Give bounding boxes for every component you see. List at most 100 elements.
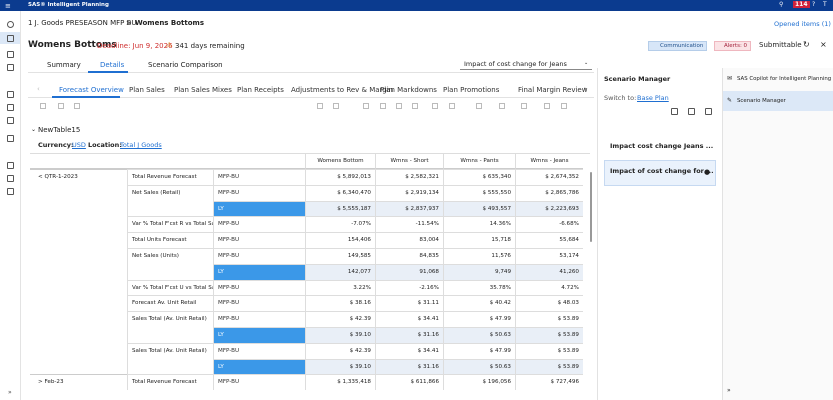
data-cell[interactable]: 91,068 — [375, 263, 443, 280]
data-cell[interactable]: $ 40.42 — [443, 295, 515, 312]
data-cell[interactable]: $ 42.39 — [305, 311, 375, 327]
subtab[interactable]: Final Margin Review — [518, 86, 588, 94]
subtab[interactable]: Plan Markdowns — [380, 86, 437, 94]
toolbar-icon[interactable] — [521, 103, 527, 109]
data-cell[interactable]: $ 53.89 — [515, 342, 583, 359]
nav-icon[interactable] — [7, 104, 14, 111]
subtab[interactable]: Plan Sales — [129, 86, 165, 94]
data-cell[interactable]: $ 31.11 — [375, 295, 443, 312]
toolbar-icon[interactable] — [317, 103, 323, 109]
nav-icon[interactable] — [7, 188, 14, 195]
data-cell[interactable]: $ 2,674,352 — [515, 169, 583, 185]
data-cell[interactable]: $ 50.63 — [443, 358, 515, 375]
toolbar-icon[interactable] — [74, 103, 80, 109]
data-cell[interactable]: $ 2,865,786 — [515, 184, 583, 201]
nav-icon[interactable] — [7, 64, 14, 71]
data-cell[interactable]: -11.54% — [375, 216, 443, 233]
scenario-name[interactable]: Impact cost change Jeans ... — [610, 142, 714, 150]
toolbar-icon[interactable] — [396, 103, 402, 109]
data-cell[interactable]: 41,260 — [515, 263, 583, 280]
subtab[interactable]: Plan Receipts — [237, 86, 284, 94]
nav-icon[interactable] — [7, 135, 14, 142]
nav-icon[interactable] — [7, 162, 14, 169]
data-cell[interactable]: -6.68% — [515, 216, 583, 233]
scenario-name[interactable]: Impact of cost change for ... — [610, 167, 714, 175]
base-plan-link[interactable]: Base Plan — [637, 94, 669, 102]
data-cell[interactable]: $ 2,919,134 — [375, 184, 443, 201]
currency-link[interactable]: USD — [72, 141, 86, 149]
data-cell[interactable]: 55,684 — [515, 232, 583, 248]
data-cell[interactable]: 3.22% — [305, 279, 375, 296]
toolbar-icon[interactable] — [412, 103, 418, 109]
opened-items[interactable]: Opened items (1) — [774, 20, 831, 28]
data-cell[interactable]: -2.16% — [375, 279, 443, 296]
toolbar-icon[interactable] — [561, 103, 567, 109]
data-cell[interactable]: $ 34.41 — [375, 342, 443, 359]
row-group[interactable]: < QTR-1-2023 — [30, 169, 127, 374]
app-menu[interactable]: ≡ — [5, 2, 11, 10]
subtab[interactable]: Adjustments to Rev & Margin — [291, 86, 394, 94]
tab-summary[interactable]: Summary — [47, 61, 81, 69]
copilot-item[interactable]: Scenario Manager — [737, 98, 786, 104]
data-cell[interactable]: 14.36% — [443, 216, 515, 233]
toolbar-icon[interactable] — [544, 103, 550, 109]
subtab-prev[interactable]: ‹ — [37, 85, 40, 93]
data-cell[interactable]: 4.72% — [515, 279, 583, 296]
nav-icon[interactable] — [7, 21, 14, 28]
data-cell[interactable]: 83,004 — [375, 232, 443, 248]
data-cell[interactable]: $ 53.89 — [515, 327, 583, 343]
data-cell[interactable]: $ 727,496 — [515, 374, 583, 391]
subtab[interactable]: Forecast Overview — [59, 86, 124, 94]
search-icon[interactable]: ⚲ — [779, 1, 784, 8]
data-cell[interactable]: 149,585 — [305, 248, 375, 264]
data-cell[interactable]: $ 555,550 — [443, 184, 515, 201]
tab-scenario-comparison[interactable]: Scenario Comparison — [148, 61, 223, 69]
row-group[interactable]: > Feb-23 — [30, 374, 127, 390]
toolbar-icon[interactable] — [363, 103, 369, 109]
data-cell[interactable]: $ 39.10 — [305, 358, 375, 375]
data-cell[interactable]: $ 47.99 — [443, 342, 515, 359]
data-cell[interactable]: $ 53.89 — [515, 311, 583, 327]
data-cell[interactable]: 84,835 — [375, 248, 443, 264]
data-cell[interactable]: $ 2,837,937 — [375, 200, 443, 217]
toolbar-icon[interactable] — [432, 103, 438, 109]
scenario-action[interactable] — [705, 108, 712, 115]
toolbar-icon[interactable] — [40, 103, 46, 109]
scenario-card-selected[interactable] — [604, 160, 716, 186]
data-cell[interactable]: $ 2,582,321 — [375, 169, 443, 185]
nav-icon[interactable] — [7, 35, 14, 42]
data-cell[interactable]: $ 34.41 — [375, 311, 443, 327]
toolbar-icon[interactable] — [58, 103, 64, 109]
scenario-select[interactable]: Impact of cost change for Jeans — [460, 57, 592, 70]
refresh-icon[interactable]: ↻ — [803, 40, 810, 49]
copilot-item[interactable]: SAS Copilot for Intelligent Planning — [737, 76, 832, 82]
subtab[interactable]: Plan Promotions — [443, 86, 500, 94]
toolbar-icon[interactable] — [499, 103, 505, 109]
nav-icon[interactable] — [7, 91, 14, 98]
subtab-next[interactable]: › — [584, 85, 587, 93]
data-cell[interactable]: 15,718 — [443, 232, 515, 248]
data-cell[interactable]: $ 42.39 — [305, 342, 375, 359]
collapse-caret[interactable]: ⌄ — [31, 126, 37, 133]
expand-panel[interactable]: » — [727, 387, 731, 394]
data-cell[interactable]: $ 1,335,418 — [305, 374, 375, 391]
data-cell[interactable]: 11,576 — [443, 248, 515, 264]
toolbar-icon[interactable] — [449, 103, 455, 109]
data-cell[interactable]: $ 5,892,013 — [305, 169, 375, 185]
breadcrumb-parent[interactable]: 1 J. Goods PRESEASON MFP BU — [28, 19, 137, 27]
expand-sidebar[interactable]: » — [8, 389, 12, 396]
data-cell[interactable]: $ 31.16 — [375, 327, 443, 343]
data-cell[interactable]: $ 6,340,470 — [305, 184, 375, 201]
copilot-item-active[interactable] — [723, 91, 833, 111]
toolbar-icon[interactable] — [333, 103, 339, 109]
location-link[interactable]: Total J Goods — [120, 141, 162, 149]
nav-active[interactable] — [0, 32, 20, 44]
scenario-action[interactable] — [688, 108, 695, 115]
data-cell[interactable]: 35.78% — [443, 279, 515, 296]
communication-button[interactable]: Communication — [648, 41, 708, 51]
notification-badge[interactable]: 114 — [793, 1, 810, 8]
data-cell[interactable]: $ 53.89 — [515, 358, 583, 375]
scenario-action[interactable] — [671, 108, 678, 115]
data-cell[interactable]: -7.07% — [305, 216, 375, 233]
data-cell[interactable]: $ 50.63 — [443, 327, 515, 343]
